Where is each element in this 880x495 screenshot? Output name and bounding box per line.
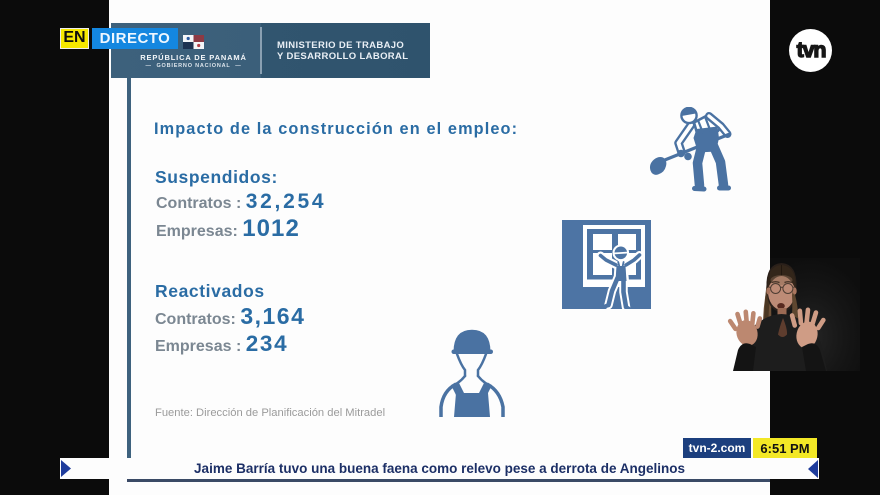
svg-text:tvn: tvn <box>797 38 826 62</box>
